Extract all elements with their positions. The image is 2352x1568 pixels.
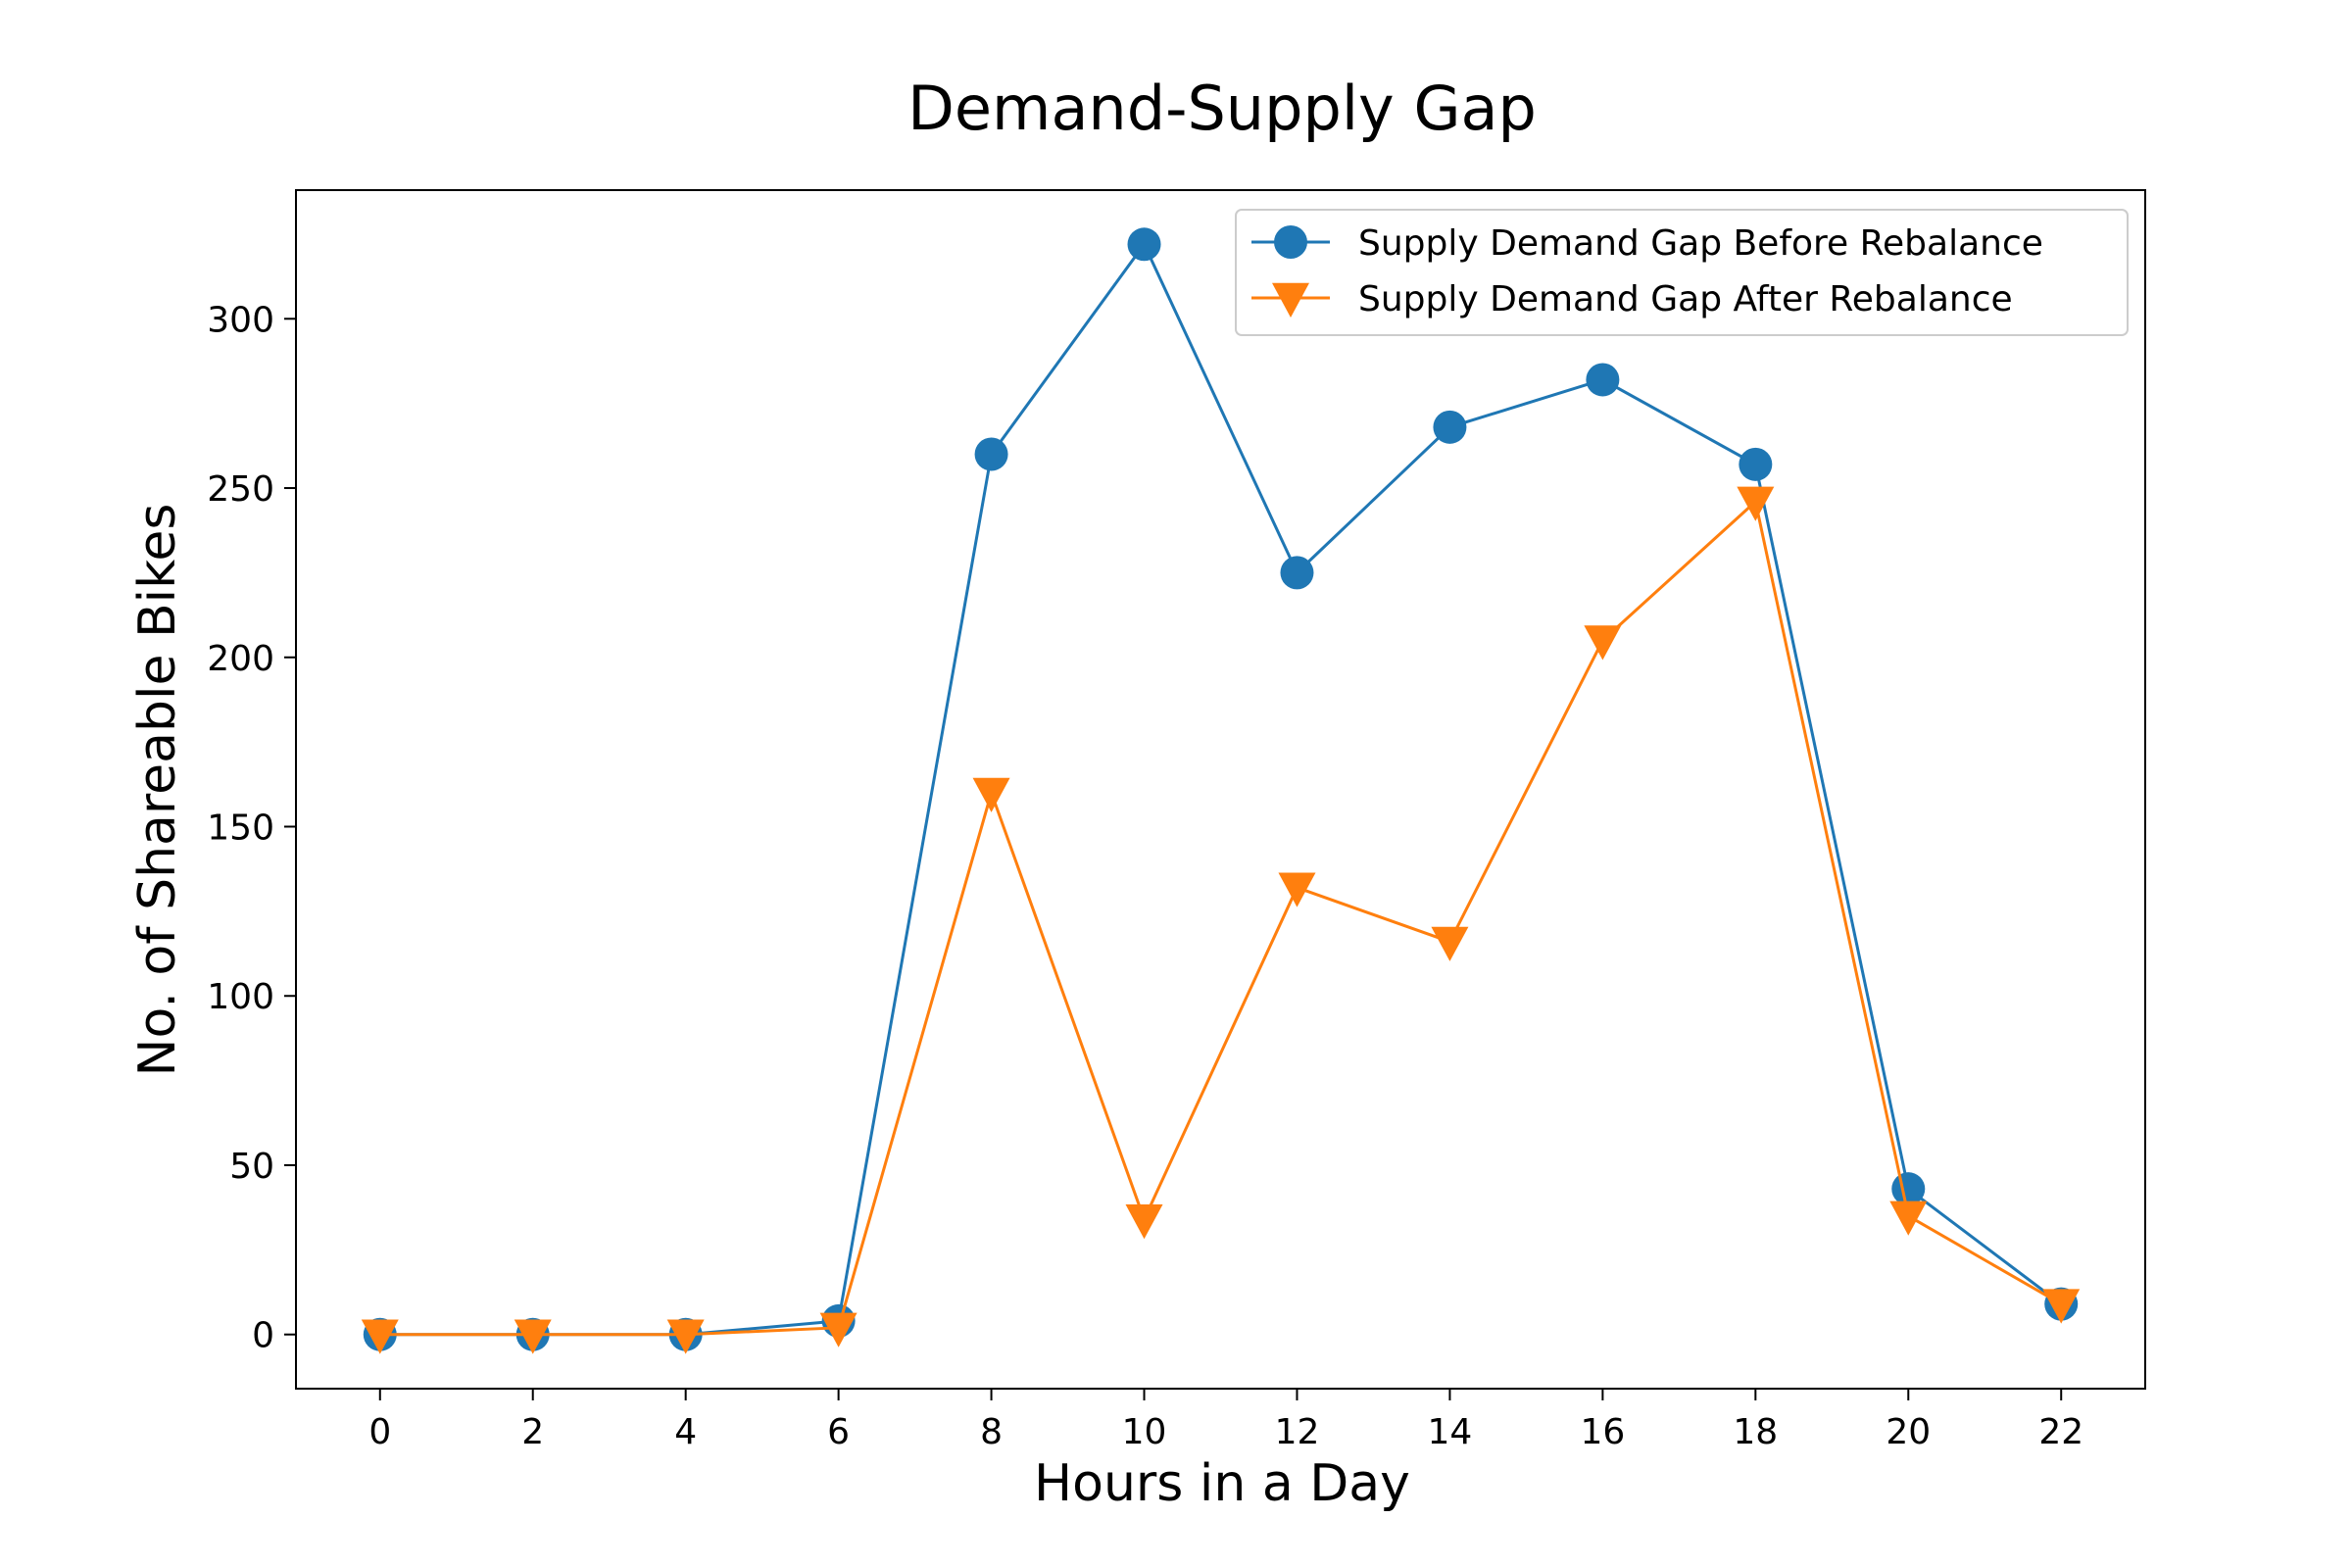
x-tick-label: 8 [980, 1412, 1003, 1452]
series-1-point [1586, 363, 1620, 397]
series-2-point [666, 1319, 705, 1354]
x-axis: 0 2 4 6 8 10 12 14 16 18 20 22 [368, 1389, 2083, 1452]
plot-frame [295, 189, 2146, 1390]
series-2-point [514, 1319, 552, 1354]
x-tick-label: 4 [674, 1412, 697, 1452]
y-tick-label: 300 [207, 300, 274, 340]
x-tick-label: 18 [1733, 1412, 1778, 1452]
series-2-point [1737, 486, 1775, 521]
series-2-point [1125, 1204, 1163, 1240]
series-2-point [1889, 1200, 1928, 1236]
legend-marker-1 [1274, 225, 1307, 259]
series-1-point [1433, 410, 1467, 444]
series-1-point [1891, 1172, 1926, 1206]
series-2-point [972, 777, 1010, 812]
x-axis-label: Hours in a Day [1034, 1454, 1410, 1513]
series-line-1 [379, 242, 2063, 1337]
x-tick-label: 14 [1428, 1412, 1473, 1452]
x-tick-label: 16 [1580, 1412, 1625, 1452]
plot-area [361, 227, 2081, 1354]
series-2-point [361, 1319, 399, 1354]
y-tick-label: 200 [207, 639, 274, 679]
series-1-point [1280, 556, 1314, 590]
legend-marker-2 [1272, 282, 1309, 318]
y-axis-label: No. of Shareable Bikes [128, 504, 187, 1077]
y-tick-label: 50 [229, 1147, 274, 1187]
y-tick-label: 0 [252, 1316, 274, 1356]
legend-label-1: Supply Demand Gap Before Rebalance [1358, 223, 2043, 264]
x-tick-label: 20 [1886, 1412, 1931, 1452]
series-2-point [2042, 1289, 2081, 1324]
y-tick-label: 150 [207, 808, 274, 849]
x-tick-label: 2 [521, 1412, 544, 1452]
x-tick-label: 10 [1122, 1412, 1167, 1452]
x-tick-label: 12 [1275, 1412, 1320, 1452]
series-2-point [1431, 926, 1469, 961]
series-1-point [974, 437, 1008, 471]
y-tick-label: 250 [207, 469, 274, 510]
series-1-point [1127, 227, 1161, 262]
series-1-point [1739, 447, 1773, 481]
legend-frame [1235, 209, 2129, 336]
x-tick-label: 22 [2038, 1412, 2083, 1452]
y-tick-label: 100 [207, 977, 274, 1017]
series-2-point [1584, 625, 1622, 661]
series-line-2 [379, 500, 2062, 1337]
y-axis: 0 50 100 150 200 250 300 [207, 300, 296, 1356]
series-2-point [1278, 872, 1316, 907]
chart-title: Demand-Supply Gap [907, 73, 1537, 144]
x-tick-label: 0 [368, 1412, 391, 1452]
series-2-point [819, 1312, 858, 1348]
legend: Supply Demand Gap Before Rebalance Supply… [1235, 209, 2129, 336]
legend-label-2: Supply Demand Gap After Rebalance [1358, 279, 2013, 319]
x-tick-label: 6 [827, 1412, 850, 1452]
